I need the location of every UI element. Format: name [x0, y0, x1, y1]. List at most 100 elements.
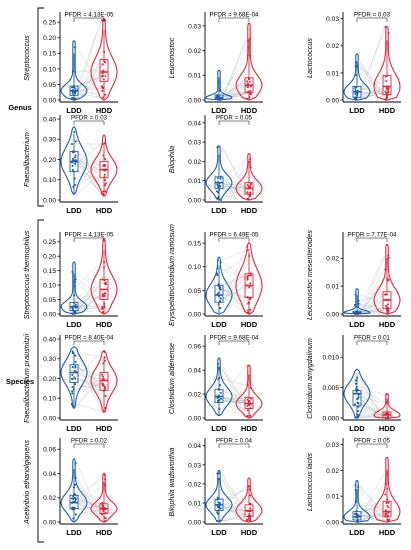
pair-line	[221, 194, 247, 197]
x-tick-label-ldd: LDD	[66, 424, 82, 433]
pair-line	[359, 255, 385, 307]
data-point	[248, 517, 251, 520]
pair-line	[76, 174, 102, 194]
x-tick-label-hdd: HDD	[241, 424, 258, 433]
data-point	[249, 85, 252, 88]
x-tick-label-hdd: HDD	[96, 424, 113, 433]
y-axis-label: Faecalibacterium prausnitzii	[22, 334, 31, 423]
pair-line	[76, 165, 102, 171]
y-tick-label: 0.05	[43, 297, 56, 304]
data-point	[100, 513, 104, 516]
data-point	[217, 477, 220, 480]
data-point	[247, 198, 250, 201]
data-point	[71, 92, 74, 95]
data-point	[101, 305, 104, 308]
pair-line	[359, 514, 385, 516]
y-tick-label: 0.00	[43, 311, 56, 318]
x-tick-label-ldd: LDD	[66, 320, 82, 329]
pair-line	[221, 283, 247, 305]
data-point	[386, 498, 389, 501]
pair-line	[359, 88, 385, 100]
y-tick-label: 0.00	[188, 197, 201, 204]
panel-1: 0.00 0.01 0.02 0.03 Leuconostoc LDD HDD PFDR = …	[167, 12, 263, 115]
data-point	[249, 272, 252, 275]
x-tick-label-ldd: LDD	[349, 528, 365, 537]
data-point	[74, 497, 77, 500]
pair-line	[359, 76, 385, 100]
data-point	[355, 386, 358, 389]
box	[382, 75, 392, 96]
pair-line	[76, 70, 102, 72]
data-point	[72, 495, 75, 498]
data-point	[102, 375, 105, 378]
pair-line	[221, 399, 247, 403]
pair-line	[221, 489, 247, 500]
data-point	[354, 382, 357, 385]
data-point	[216, 511, 219, 514]
y-tick-label: 0.02	[326, 256, 339, 263]
x-tick-label-hdd: HDD	[379, 528, 396, 537]
y-tick-label: 0.20	[43, 376, 56, 383]
panel-3: 0.00 0.10 0.20 0.30 0.40 Faecalibacterium LDD H…	[22, 115, 118, 215]
data-point	[354, 293, 357, 296]
y-tick-label: 0.02	[188, 481, 201, 488]
data-point	[386, 504, 389, 507]
data-point	[219, 507, 222, 510]
data-point	[103, 359, 106, 362]
data-point	[71, 390, 74, 393]
data-point	[73, 376, 76, 379]
y-axis-label: Erysipelatoclostridium ramosum	[167, 224, 176, 326]
y-tick-label: 0.40	[43, 336, 56, 343]
data-point	[387, 511, 390, 514]
pair-line	[221, 146, 247, 194]
data-point	[219, 391, 222, 394]
data-point	[354, 484, 357, 487]
x-tick-label-hdd: HDD	[96, 206, 113, 215]
paired-lines	[359, 255, 385, 315]
data-point	[102, 190, 105, 193]
data-point	[71, 309, 74, 312]
violin-hdd	[373, 26, 401, 101]
pair-line	[76, 295, 102, 303]
x-tick-label-hdd: HDD	[241, 320, 258, 329]
y-tick-label: 0.10	[43, 396, 56, 403]
data-point	[218, 407, 221, 411]
data-point	[101, 192, 104, 195]
y-tick-label: 0.15	[43, 51, 56, 58]
data-point	[104, 483, 107, 487]
data-point	[387, 303, 390, 306]
data-point	[387, 519, 390, 522]
data-point	[217, 501, 220, 504]
violin-shape	[60, 40, 88, 101]
pair-line	[221, 159, 247, 179]
pair-line	[76, 295, 102, 314]
violin-shape	[205, 256, 233, 315]
paired-lines	[359, 27, 385, 100]
data-point	[246, 85, 249, 88]
y-tick-label: 0.005	[322, 385, 339, 392]
data-point	[387, 309, 390, 312]
data-point	[386, 96, 389, 99]
pair-line	[76, 353, 102, 396]
data-point	[249, 274, 252, 277]
data-point	[247, 46, 250, 49]
data-point	[101, 501, 104, 504]
data-point	[249, 494, 252, 497]
data-point	[354, 312, 357, 315]
x-tick-label-ldd: LDD	[349, 320, 365, 329]
data-point	[384, 268, 387, 271]
data-point	[247, 485, 250, 488]
pair-line	[359, 87, 385, 96]
pair-line	[359, 299, 385, 314]
data-point	[248, 80, 251, 83]
data-point	[357, 397, 360, 400]
pair-line	[359, 485, 385, 514]
data-point	[355, 97, 358, 101]
data-point	[73, 280, 76, 284]
data-point	[73, 87, 76, 90]
significance-bracket	[218, 443, 250, 448]
significance-bracket	[218, 340, 250, 345]
data-point	[104, 520, 107, 523]
y-tick-label: 0.30	[43, 137, 56, 144]
